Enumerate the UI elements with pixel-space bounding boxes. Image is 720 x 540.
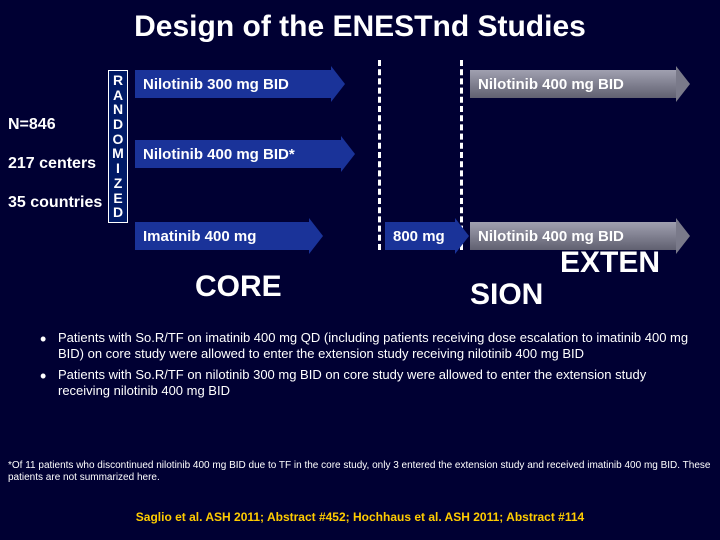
arm3-core-label: Imatinib 400 mg [135, 222, 309, 250]
bullet-text: Patients with So.R/TF on imatinib 400 mg… [58, 330, 700, 361]
bullet-row: • Patients with So.R/TF on nilotinib 300… [40, 367, 700, 398]
arrow-head-icon [341, 136, 355, 172]
arm1-core-label: Nilotinib 300 mg BID [135, 70, 331, 98]
n-label: N=846 [8, 115, 102, 136]
divider-1 [378, 60, 381, 250]
sion-label: SION [470, 278, 543, 312]
arm1-ext-label: Nilotinib 400 mg BID [470, 70, 676, 98]
arrow-head-icon [676, 66, 690, 102]
slide-title: Design of the ENESTnd Studies [0, 10, 720, 44]
bullet-list: • Patients with So.R/TF on imatinib 400 … [40, 330, 700, 404]
core-label: CORE [195, 270, 282, 304]
arrow-head-icon [455, 218, 469, 254]
arm3-mid-arrow: 800 mg [385, 222, 469, 250]
arm1-core-arrow: Nilotinib 300 mg BID [135, 70, 345, 98]
bullet-dot-icon: • [40, 367, 58, 398]
population-block: N=846 217 centers 35 countries [8, 115, 102, 231]
arm1-ext-arrow: Nilotinib 400 mg BID [470, 70, 690, 98]
arrow-head-icon [309, 218, 323, 254]
bullet-row: • Patients with So.R/TF on imatinib 400 … [40, 330, 700, 361]
arm2-core-arrow: Nilotinib 400 mg BID* [135, 140, 355, 168]
arrow-head-icon [331, 66, 345, 102]
extension-label: EXTEN [560, 246, 660, 280]
randomized-column: R A N D O M I Z E D [108, 70, 128, 223]
arm3-mid-label: 800 mg [385, 222, 455, 250]
bullet-text: Patients with So.R/TF on nilotinib 300 m… [58, 367, 700, 398]
arm2-core-label: Nilotinib 400 mg BID* [135, 140, 341, 168]
arm3-core-arrow: Imatinib 400 mg [135, 222, 323, 250]
footnote: *Of 11 patients who discontinued nilotin… [8, 460, 712, 484]
countries-label: 35 countries [8, 193, 102, 214]
citation: Saglio et al. ASH 2011; Abstract #452; H… [0, 510, 720, 524]
centers-label: 217 centers [8, 154, 102, 175]
arrow-head-icon [676, 218, 690, 254]
bullet-dot-icon: • [40, 330, 58, 361]
